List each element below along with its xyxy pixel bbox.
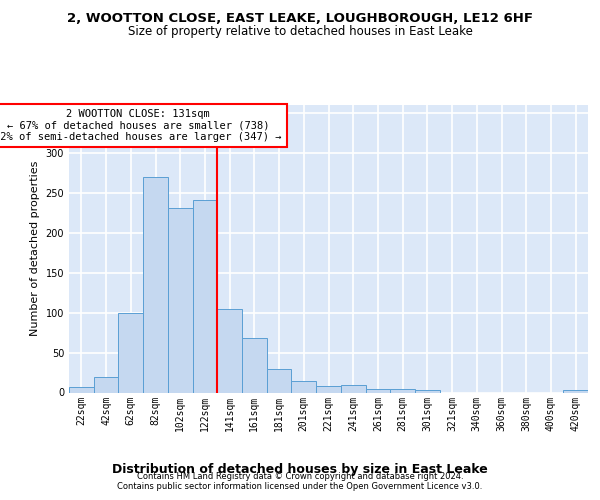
Bar xyxy=(193,200,217,392)
Bar xyxy=(365,390,390,392)
Bar xyxy=(217,308,242,392)
Text: 2 WOOTTON CLOSE: 131sqm
← 67% of detached houses are smaller (738)
32% of semi-d: 2 WOOTTON CLOSE: 131sqm ← 67% of detache… xyxy=(0,109,282,142)
Text: Contains HM Land Registry data © Crown copyright and database right 2024.: Contains HM Land Registry data © Crown c… xyxy=(137,472,463,481)
Bar xyxy=(292,382,316,392)
Bar xyxy=(143,177,168,392)
Text: Contains public sector information licensed under the Open Government Licence v3: Contains public sector information licen… xyxy=(118,482,482,491)
Y-axis label: Number of detached properties: Number of detached properties xyxy=(30,161,40,336)
Bar xyxy=(242,338,267,392)
Text: Distribution of detached houses by size in East Leake: Distribution of detached houses by size … xyxy=(112,462,488,475)
Bar xyxy=(69,387,94,392)
Bar xyxy=(390,390,415,392)
Bar xyxy=(118,314,143,392)
Bar xyxy=(267,368,292,392)
Text: Size of property relative to detached houses in East Leake: Size of property relative to detached ho… xyxy=(128,25,472,38)
Bar xyxy=(94,378,118,392)
Bar xyxy=(316,386,341,392)
Bar xyxy=(168,208,193,392)
Bar xyxy=(341,384,365,392)
Bar xyxy=(563,390,588,392)
Bar xyxy=(415,390,440,392)
Text: 2, WOOTTON CLOSE, EAST LEAKE, LOUGHBOROUGH, LE12 6HF: 2, WOOTTON CLOSE, EAST LEAKE, LOUGHBOROU… xyxy=(67,12,533,26)
